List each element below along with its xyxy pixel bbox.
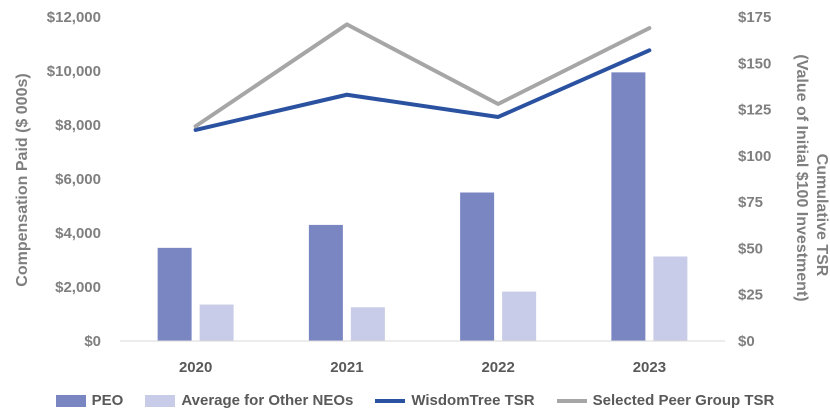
left-tick-label: $8,000 [55,117,101,134]
legend-item-peo: PEO [55,392,124,409]
line-selected-peer-group-tsr [193,22,652,129]
legend-item-peer-group-tsr: Selected Peer Group TSR [556,392,775,409]
right-axis-title-line2: (Value of Initial $100 Investment) [793,54,810,301]
bar-peo-2020 [157,247,192,341]
legend-item-other-neos: Average for Other NEOs [145,392,353,409]
right-tick-label: $125 [738,102,771,119]
x-axis-ticks: 2020 2021 2022 2023 [179,359,666,376]
right-tick-label: $100 [738,148,771,165]
right-tick-label: $0 [738,333,755,350]
bar-average-for-other-neos-2021 [350,307,385,341]
x-tick-label: 2020 [179,359,212,376]
legend-swatch-other-neos [145,394,176,407]
x-tick-label: 2022 [481,359,514,376]
bar-peo-2022 [460,192,495,341]
legend-label-peer-group-tsr: Selected Peer Group TSR [592,392,775,409]
legend-label-other-neos: Average for Other NEOs [181,392,354,409]
legend: PEO Average for Other NEOs WisdomTree TS… [0,392,830,409]
left-tick-label: $2,000 [55,279,101,296]
legend-swatch-wisdomtree-tsr [375,398,406,403]
legend-label-peo: PEO [91,392,124,409]
bar-peo-2021 [308,224,343,341]
compensation-tsr-chart: $0 $2,000 $4,000 $6,000 $8,000 $10,000 $12,000… [14,9,830,376]
legend-label-wisdomtree-tsr: WisdomTree TSR [411,392,535,409]
bar-average-for-other-neos-2023 [653,256,688,341]
lines-group [193,22,652,132]
right-axis-title-line1: Cumulative TSR [813,154,830,277]
right-tick-label: $25 [738,287,763,304]
left-tick-label: $12,000 [47,9,101,26]
bar-average-for-other-neos-2020 [199,304,234,341]
legend-swatch-peer-group-tsr [556,398,587,403]
right-tick-label: $175 [738,9,771,26]
x-tick-label: 2023 [633,359,666,376]
right-tick-label: $50 [738,240,763,257]
bar-average-for-other-neos-2022 [502,291,537,341]
right-tick-label: $75 [738,194,763,211]
left-tick-label: $4,000 [55,225,101,242]
left-tick-label: $0 [84,333,101,350]
bar-peo-2023 [611,72,646,341]
left-tick-label: $6,000 [55,171,101,188]
left-axis-ticks: $0 $2,000 $4,000 $6,000 $8,000 $10,000 $12,000 [47,9,101,350]
right-tick-label: $150 [738,55,771,72]
right-axis-ticks: $0 $25 $50 $75 $100 $125 $150 $175 [738,9,771,350]
x-tick-label: 2021 [330,359,363,376]
left-tick-label: $10,000 [47,63,101,80]
left-axis-title: Compensation Paid ($ 000s) [14,73,31,286]
legend-swatch-peo [55,394,86,407]
line-wisdomtree-tsr [193,48,652,132]
legend-item-wisdomtree-tsr: WisdomTree TSR [375,392,535,409]
bars-group [157,72,688,341]
